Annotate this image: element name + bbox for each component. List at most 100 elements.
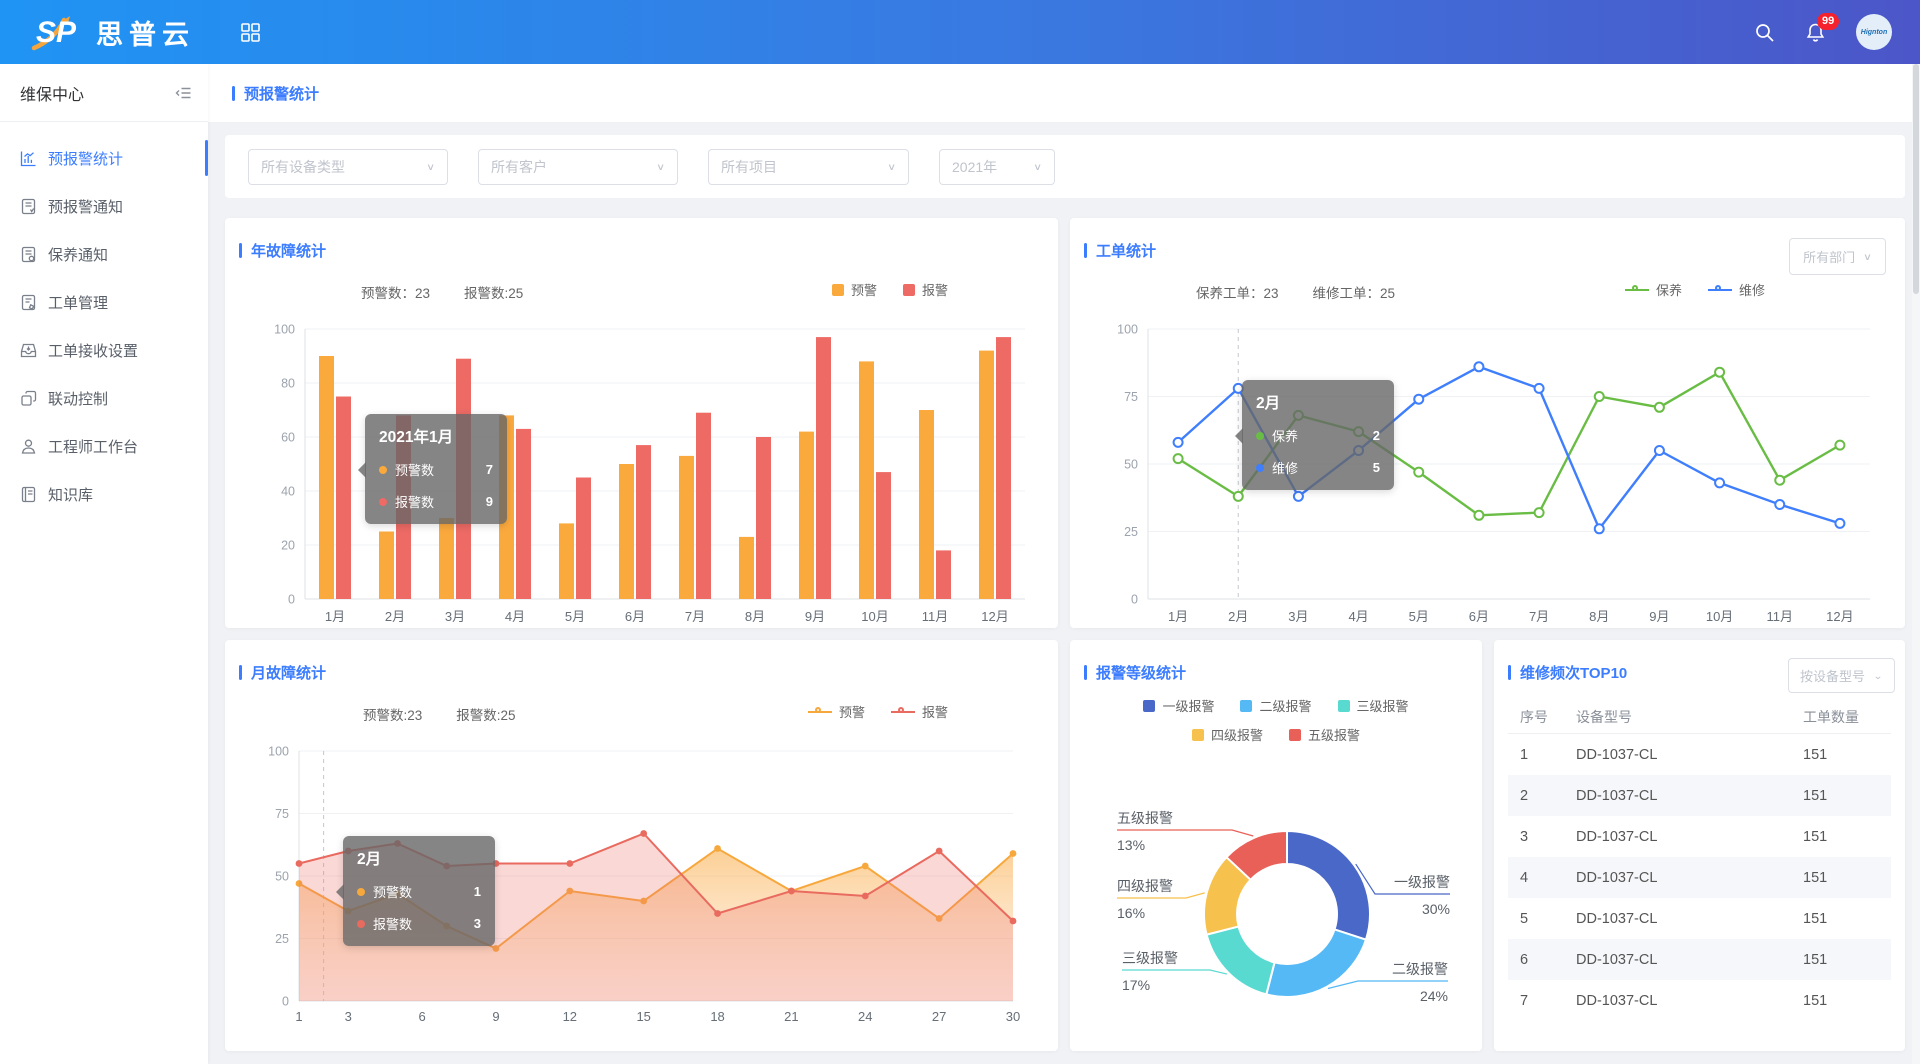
legend-item[interactable]: 维修 — [1707, 280, 1765, 299]
svg-text:6: 6 — [418, 1009, 425, 1024]
alarm-level-chart[interactable]: 一级报警 30% 二级报警 24% 三级报警 17% 四级报警 16% 五级报警 13% — [1070, 768, 1482, 1050]
sidebar-collapse-icon[interactable] — [175, 85, 192, 101]
monthly-legend[interactable]: 预警 报警 — [782, 702, 948, 721]
workorder-chart[interactable]: 0 25 50 75 100 1月 2月 3月 4月 5月 6月 7月 8月 9月 10月 11月 12月 — [1078, 304, 1898, 628]
svg-text:13%: 13% — [1117, 837, 1145, 853]
annual-legend[interactable]: 预警 报警 — [806, 280, 948, 299]
sidebar-item-8[interactable]: 知识库 — [0, 470, 208, 518]
filter-select-3[interactable]: 所有项目 ∨ — [708, 148, 909, 185]
svg-text:4月: 4月 — [505, 609, 525, 624]
alarm-level-legend[interactable]: 一级报警 二级报警 三级报警四级报警 五级报警 — [1070, 696, 1482, 754]
legend-line-marker — [1707, 284, 1732, 291]
model-sort-select[interactable]: 按设备型号 ⌄ — [1788, 658, 1895, 693]
filter-select-1[interactable]: 所有设备类型 ∨ — [248, 148, 448, 185]
legend-item[interactable]: 报警 — [890, 702, 948, 721]
chevron-down-icon: ∨ — [1863, 250, 1872, 263]
monthly-chart-tooltip: 2月 预警数 1 报警数 3 — [336, 836, 495, 946]
sidebar-item-label: 联动控制 — [48, 390, 109, 408]
svg-text:1月: 1月 — [325, 609, 345, 624]
brand-logo[interactable]: SP 思普云 — [28, 12, 195, 52]
legend-item[interactable]: 四级报警 — [1191, 725, 1263, 744]
svg-text:18: 18 — [710, 1009, 724, 1024]
notification-badge: 99 — [1817, 12, 1840, 30]
svg-text:10月: 10月 — [861, 609, 888, 624]
tooltip-title: 2月 — [357, 851, 382, 868]
annual-fault-card: 年故障统计 预警数：23 报警数:25 预警 报警 0 20 40 60 80 100 1月 2月… — [225, 218, 1058, 628]
stat-item: 保养工单：23 — [1196, 286, 1279, 301]
sidebar-item-label: 工单管理 — [48, 294, 109, 312]
tooltip-row: 预警数 7 — [379, 460, 493, 479]
svg-text:四级报警: 四级报警 — [1117, 878, 1173, 894]
monthly-fault-card: 月故障统计 预警数:23 报警数:25 预警 报警 0 25 50 75 100 1 3 6 9 12… — [225, 640, 1058, 1051]
tooltip-row: 报警数 9 — [379, 492, 493, 511]
legend-item[interactable]: 保养 — [1624, 280, 1682, 299]
notice-icon — [20, 198, 37, 215]
svg-text:17%: 17% — [1122, 977, 1150, 993]
legend-line-marker — [1624, 284, 1649, 291]
svg-text:8月: 8月 — [1589, 609, 1609, 624]
svg-text:0: 0 — [1131, 593, 1138, 607]
legend-item[interactable]: 二级报警 — [1240, 696, 1312, 715]
legend-item[interactable]: 一级报警 — [1143, 696, 1214, 715]
legend-swatch — [902, 283, 915, 296]
filter-bar: 所有设备类型 ∨ 所有客户 ∨ 所有项目 ∨ 2021年 ∨ — [225, 135, 1905, 198]
svg-text:24: 24 — [858, 1009, 872, 1024]
sidebar-item-5[interactable]: 工单接收设置 — [0, 326, 208, 374]
svg-text:8月: 8月 — [745, 609, 765, 624]
sidebar-item-1[interactable]: 预报警统计 — [0, 134, 208, 182]
search-icon[interactable] — [1754, 22, 1775, 43]
svg-text:11月: 11月 — [922, 609, 949, 624]
tooltip-title: 2月 — [1256, 395, 1281, 412]
sidebar-item-label: 预报警通知 — [48, 198, 124, 216]
svg-text:30: 30 — [1006, 1009, 1020, 1024]
svg-text:2月: 2月 — [1228, 609, 1248, 624]
notification-bell-icon[interactable]: 99 — [1805, 12, 1840, 43]
annual-stats: 预警数：23 报警数:25 — [361, 282, 557, 302]
page-title-bar: 预报警统计 — [208, 64, 1912, 122]
filter-select-2[interactable]: 所有客户 ∨ — [478, 148, 678, 185]
sidebar-item-4[interactable]: 工单管理 — [0, 278, 208, 326]
chevron-down-icon: ∨ — [887, 160, 896, 173]
sidebar: 维保中心 预报警统计 预报警通知 保养通知 工单管理 工单接收设置 联动控制 工程师工作台知… — [0, 64, 208, 1064]
chevron-down-icon: ∨ — [1033, 160, 1042, 173]
legend-item[interactable]: 预警 — [831, 280, 877, 299]
sidebar-item-7[interactable]: 工程师工作台 — [0, 422, 208, 470]
annual-fault-chart[interactable]: 0 20 40 60 80 100 1月 2月 3月 4月 5月 6月 7月 8月 9月 10月 11月 12月 — [233, 304, 1049, 628]
tooltip-row: 保养 2 — [1256, 426, 1380, 445]
engineer-icon — [20, 438, 37, 455]
svg-text:6月: 6月 — [1469, 609, 1489, 624]
page-title: 预报警统计 — [244, 85, 320, 103]
svg-text:2月: 2月 — [385, 609, 405, 624]
user-avatar[interactable]: Hignton — [1856, 14, 1892, 50]
sidebar-item-6[interactable]: 联动控制 — [0, 374, 208, 422]
legend-item[interactable]: 报警 — [902, 280, 948, 299]
table-row: 5 DD-1037-CL 151 — [1520, 910, 1828, 927]
scrollbar-thumb[interactable] — [1913, 64, 1919, 294]
svg-text:75: 75 — [1124, 390, 1138, 404]
workorder-legend[interactable]: 保养 维修 — [1599, 280, 1765, 299]
apps-grid-icon[interactable] — [241, 22, 260, 42]
table-row: 3 DD-1037-CL 151 — [1520, 828, 1828, 845]
department-select[interactable]: 所有部门 ∨ — [1789, 238, 1886, 275]
svg-text:27: 27 — [932, 1009, 946, 1024]
sidebar-menu: 预报警统计预报警通知保养通知工单管理工单接收设置联动控制工程师工作台 知识库 — [0, 122, 208, 518]
sidebar-item-label: 预报警统计 — [48, 150, 124, 168]
svg-text:80: 80 — [281, 377, 295, 391]
svg-text:10月: 10月 — [1706, 609, 1733, 624]
sidebar-item-2[interactable]: 预报警通知 — [0, 182, 208, 230]
avatar-text: Hignton — [1860, 28, 1888, 36]
filter-select-4[interactable]: 2021年 ∨ — [939, 148, 1055, 185]
legend-item[interactable]: 五级报警 — [1289, 725, 1360, 744]
sidebar-item-3[interactable]: 保养通知 — [0, 230, 208, 278]
svg-text:一级报警: 一级报警 — [1394, 874, 1450, 890]
workorder-stats: 保养工单：23 维修工单：25 — [1196, 282, 1429, 302]
alarm-level-title: 报警等级统计 — [1084, 662, 1186, 683]
svg-text:50: 50 — [1124, 458, 1138, 472]
legend-item[interactable]: 预警 — [807, 702, 865, 721]
svg-text:100: 100 — [274, 323, 295, 337]
legend-item[interactable]: 三级报警 — [1337, 696, 1409, 715]
window-scrollbar[interactable] — [1912, 64, 1920, 1064]
annual-fault-title: 年故障统计 — [239, 240, 326, 261]
chevron-down-icon: ∨ — [426, 160, 435, 173]
svg-text:12月: 12月 — [981, 609, 1008, 624]
